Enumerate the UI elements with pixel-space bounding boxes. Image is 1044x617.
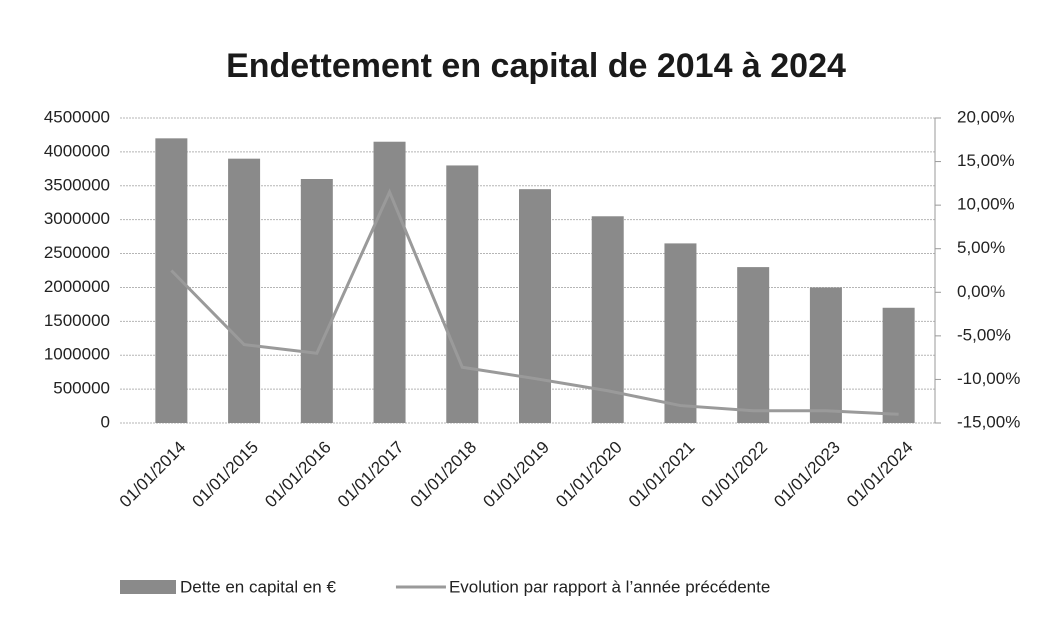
- x-tick-label: 01/01/2015: [188, 438, 262, 512]
- chart-title: Endettement en capital de 2014 à 2024: [226, 47, 846, 85]
- x-tick-label: 01/01/2017: [334, 438, 408, 512]
- y2-tick-label: -5,00%: [957, 325, 1011, 344]
- y-tick-label: 0: [101, 412, 110, 431]
- bar: [737, 267, 770, 423]
- y-tick-label: 4500000: [44, 107, 110, 126]
- y2-tick-label: -10,00%: [957, 369, 1020, 388]
- x-tick-label: 01/01/2024: [843, 438, 917, 512]
- x-tick-label: 01/01/2021: [625, 438, 699, 512]
- bar: [300, 179, 333, 423]
- y2-tick-label: 0,00%: [957, 282, 1005, 301]
- x-tick-label: 01/01/2023: [770, 438, 844, 512]
- bar: [664, 243, 697, 423]
- x-tick-label: 01/01/2020: [552, 438, 626, 512]
- legend-label: Dette en capital en €: [180, 577, 336, 596]
- x-tick-label: 01/01/2022: [698, 438, 772, 512]
- x-tick-label: 01/01/2014: [116, 438, 190, 512]
- bar: [809, 287, 842, 423]
- y-tick-label: 500000: [53, 379, 110, 398]
- bar: [882, 307, 915, 423]
- y2-tick-label: 20,00%: [957, 107, 1015, 126]
- y-tick-label: 1500000: [44, 311, 110, 330]
- legend-label: Evolution par rapport à l’année précéden…: [449, 577, 770, 596]
- y-tick-label: 3000000: [44, 209, 110, 228]
- y-tick-label: 2500000: [44, 243, 110, 262]
- y-tick-label: 1000000: [44, 345, 110, 364]
- x-tick-label: 01/01/2016: [261, 438, 335, 512]
- y2-tick-label: -15,00%: [957, 412, 1020, 431]
- legend-swatch: [120, 580, 176, 594]
- y-tick-label: 3500000: [44, 175, 110, 194]
- y2-tick-label: 5,00%: [957, 238, 1005, 257]
- y-tick-label: 2000000: [44, 277, 110, 296]
- y-tick-label: 4000000: [44, 141, 110, 160]
- line: [170, 188, 899, 416]
- bar: [519, 189, 551, 423]
- bar: [228, 158, 261, 423]
- y2-tick-label: 10,00%: [957, 195, 1015, 214]
- bar: [446, 165, 479, 423]
- x-tick-label: 01/01/2019: [479, 438, 553, 512]
- x-tick-label: 01/01/2018: [407, 438, 481, 512]
- bar: [373, 141, 406, 423]
- y2-tick-label: 15,00%: [957, 151, 1015, 170]
